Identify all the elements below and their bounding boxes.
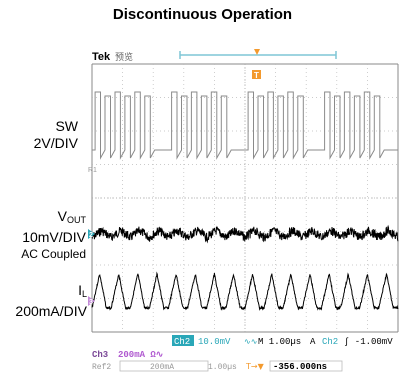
- trigger-pos-value: -356.000ns: [273, 362, 327, 372]
- sw-ref-marker: R1: [88, 167, 97, 174]
- trigger-mode: A: [310, 337, 316, 347]
- il-name: IL: [78, 282, 87, 299]
- ref2-time: 1.00µs: [208, 363, 237, 372]
- trigger-pos-label: T→▼: [245, 362, 265, 371]
- vout-scale: 10mV/DIV: [22, 229, 86, 245]
- ch2-bandwidth: ∿∿: [244, 338, 257, 347]
- vout-marker-icon: [88, 229, 95, 239]
- vout-coupling: AC Coupled: [21, 247, 86, 261]
- timebase: M 1.00µs: [258, 337, 301, 347]
- il-marker-icon: [88, 296, 95, 306]
- sw-scale: 2V/DIV: [33, 135, 78, 151]
- scope-brand-suffix: 预览: [115, 51, 133, 63]
- ch2-tag: Ch2: [174, 337, 190, 347]
- sw-channel-label: SW 2V/DIV: [20, 118, 78, 152]
- sw-name: SW: [55, 118, 78, 134]
- trigger-level: ∫ -1.00mV: [344, 337, 393, 347]
- ref2-tag: Ref2: [92, 363, 111, 372]
- trigger-position-icon: [254, 49, 260, 55]
- il-channel-label: IL 200mA/DIV: [2, 282, 87, 320]
- ref2-scale: 200mA: [150, 363, 174, 372]
- il-marker-label: 3: [89, 299, 93, 306]
- trigger-marker-icon: [252, 70, 261, 79]
- vout-name: VOUT: [57, 208, 86, 225]
- chart-title: Discontinuous Operation: [112, 6, 293, 23]
- ch3-scale: 200mA Ω∿: [118, 350, 163, 360]
- graticule: [91, 63, 399, 333]
- trigger-marker-label: T: [254, 71, 259, 80]
- trigger-channel: Ch2: [322, 337, 338, 347]
- ch2-tag-bg: [172, 335, 194, 346]
- vout-marker-label: 2: [89, 232, 93, 239]
- ch3-tag: Ch3: [92, 350, 108, 360]
- ref2-box: [119, 360, 209, 372]
- il-scale: 200mA/DIV: [15, 303, 87, 319]
- il-trace: [91, 271, 399, 312]
- scope-brand: Tek: [92, 51, 111, 63]
- sw-trace: [92, 91, 398, 160]
- ch2-scale: 10.0mV: [198, 337, 231, 347]
- vout-trace: [91, 224, 399, 244]
- trigger-pos-box: [269, 360, 343, 372]
- vout-channel-label: VOUT 10mV/DIV AC Coupled: [2, 208, 86, 263]
